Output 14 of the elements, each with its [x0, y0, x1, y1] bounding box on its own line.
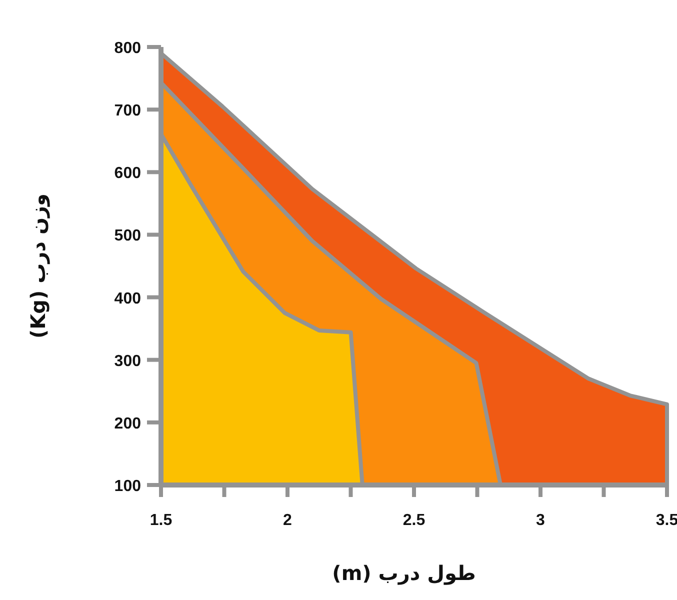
y-tick-label: 400: [114, 290, 142, 308]
x-tick-label: 2: [283, 512, 292, 529]
y-axis-title: وزن درب (Kg): [26, 194, 50, 338]
y-tick-label: 700: [114, 102, 142, 120]
y-tick-label: 100: [114, 478, 142, 495]
y-tick-label: 300: [114, 352, 142, 370]
y-tick-label: 800: [114, 40, 142, 57]
x-tick-label: 2.5: [402, 512, 426, 529]
x-tick-label: 3: [536, 512, 546, 529]
y-tick-label: 500: [114, 228, 142, 245]
y-tick-label: 600: [114, 165, 142, 182]
x-tick-label: 1.5: [150, 512, 172, 529]
x-axis-title: طول درب (m): [332, 561, 476, 585]
y-tick-label: 200: [114, 415, 142, 432]
